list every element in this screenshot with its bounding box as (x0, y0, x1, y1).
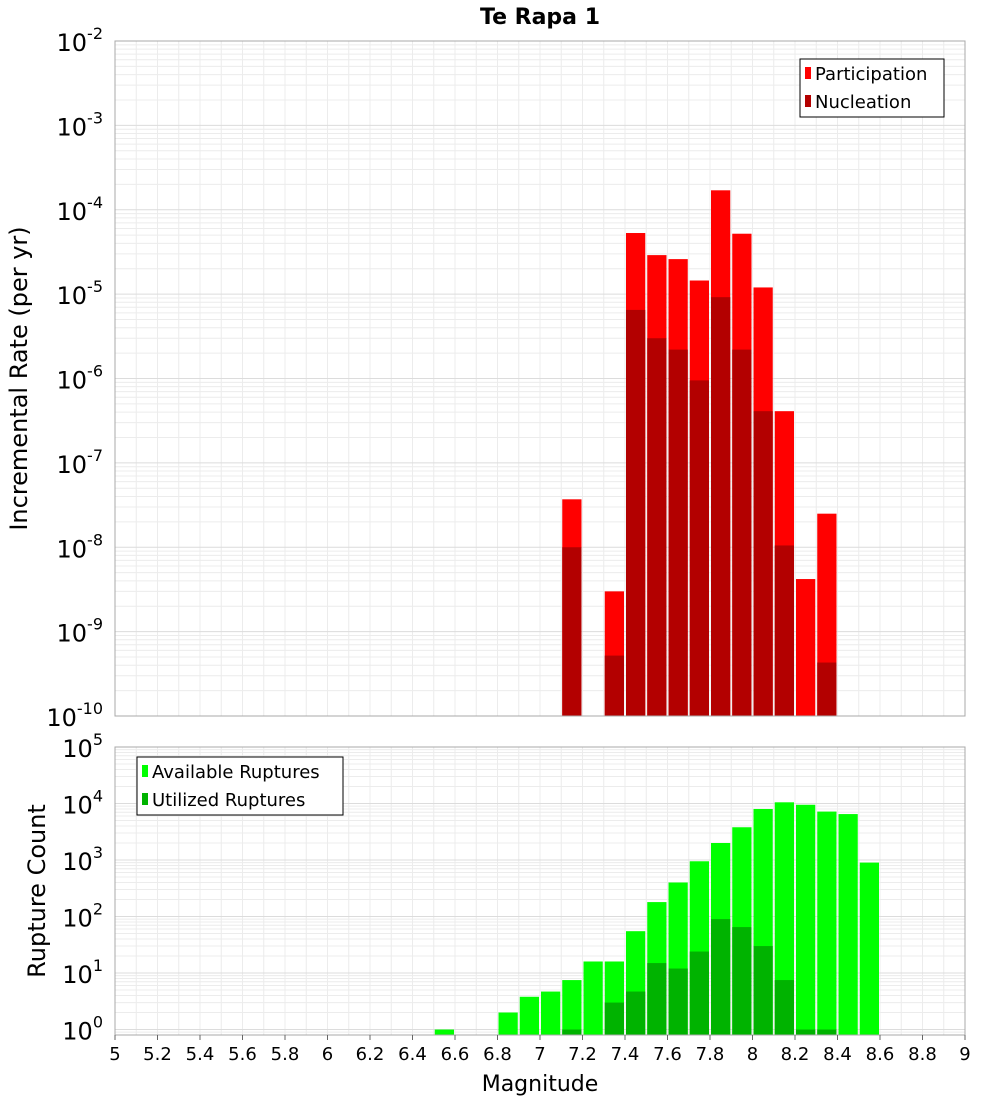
bar (647, 338, 667, 716)
chart-title: Te Rapa 1 (480, 5, 600, 30)
bar (562, 1029, 582, 1035)
y-axis-label: Rupture Count (23, 804, 51, 978)
y-tick-label: 105 (62, 730, 103, 763)
bar (817, 811, 837, 1035)
bar (838, 814, 858, 1035)
bar (711, 919, 731, 1035)
legend-swatch (805, 67, 811, 79)
x-tick-label: 8 (747, 1044, 758, 1065)
bar (604, 1002, 624, 1035)
legend-label: Available Ruptures (152, 762, 320, 783)
x-tick-label: 8.6 (866, 1044, 895, 1065)
x-tick-label: 5.4 (186, 1044, 215, 1065)
y-tick-label: 10-9 (57, 615, 104, 648)
legend-swatch (142, 765, 148, 777)
x-tick-label: 7.6 (653, 1044, 682, 1065)
x-tick-label: 8.8 (908, 1044, 937, 1065)
y-tick-label: 10-2 (57, 24, 104, 57)
bar (583, 961, 603, 1035)
bar (519, 996, 539, 1035)
x-tick-label: 8.2 (781, 1044, 810, 1065)
bar (689, 951, 709, 1035)
y-tick-label: 102 (62, 900, 103, 933)
bar (817, 662, 837, 716)
bar (434, 1029, 454, 1035)
x-tick-label: 7.8 (696, 1044, 725, 1065)
y-tick-label: 104 (62, 787, 103, 820)
x-tick-label: 7.4 (611, 1044, 640, 1065)
bar (541, 991, 561, 1035)
x-tick-label: 5 (109, 1044, 120, 1065)
x-tick-label: 5.8 (271, 1044, 300, 1065)
bar (753, 946, 773, 1035)
legend-label: Participation (815, 64, 927, 85)
bar (774, 802, 794, 1035)
x-tick-label: 6.8 (483, 1044, 512, 1065)
x-tick-label: 7 (534, 1044, 545, 1065)
bar (753, 411, 773, 716)
y-tick-label: 10-6 (57, 362, 104, 395)
bar (774, 545, 794, 716)
x-tick-label: 5.6 (228, 1044, 257, 1065)
bar (498, 1012, 518, 1035)
legend-swatch (805, 95, 811, 107)
bar (668, 968, 688, 1035)
series-utilized-ruptures (562, 919, 837, 1035)
y-tick-label: 101 (62, 956, 103, 989)
bar (668, 349, 688, 716)
plot-frame (114, 40, 966, 717)
x-tick-label: 6.2 (356, 1044, 385, 1065)
bar (711, 297, 731, 716)
y-tick-label: 103 (62, 843, 103, 876)
x-tick-label: 6.6 (441, 1044, 470, 1065)
bar (859, 862, 879, 1035)
x-tick-label: 6.4 (398, 1044, 427, 1065)
bar (796, 804, 816, 1035)
gridlines (114, 40, 966, 717)
x-tick-label: 7.2 (568, 1044, 597, 1065)
legend-label: Utilized Ruptures (152, 790, 305, 811)
bar (732, 927, 752, 1035)
bar (626, 309, 646, 716)
legend: Available Ruptures Utilized Ruptures (136, 756, 344, 816)
bar (626, 991, 646, 1035)
x-tick-label: 6 (322, 1044, 333, 1065)
y-tick-label: 10-5 (57, 277, 104, 310)
bar (796, 579, 816, 716)
y-tick-label: 10-8 (57, 530, 104, 563)
legend-swatch (142, 793, 148, 805)
x-axis-label: Magnitude (482, 1072, 599, 1097)
bar (562, 980, 582, 1035)
x-tick-label: 9 (959, 1044, 970, 1065)
y-tick-label: 10-4 (57, 193, 104, 226)
bar (647, 963, 667, 1035)
y-axis-label: Incremental Rate (per yr) (5, 226, 33, 530)
y-tick-label: 100 (62, 1013, 103, 1046)
bar (562, 547, 582, 716)
legend-box (136, 756, 344, 816)
legend: Participation Nucleation (799, 58, 945, 118)
bar (774, 980, 794, 1035)
x-tick-label: 5.2 (143, 1044, 172, 1065)
bar (732, 349, 752, 716)
legend-label: Nucleation (815, 92, 911, 113)
bar (796, 1029, 816, 1035)
x-tick-label: 8.4 (823, 1044, 852, 1065)
y-tick-label: 10-3 (57, 108, 104, 141)
bar (817, 1029, 837, 1035)
series-nucleation (562, 297, 837, 716)
legend-box (799, 58, 945, 118)
y-tick-label: 10-7 (57, 446, 104, 479)
y-tick-label: 10-10 (46, 699, 103, 732)
bar (689, 380, 709, 716)
bar (604, 655, 624, 716)
